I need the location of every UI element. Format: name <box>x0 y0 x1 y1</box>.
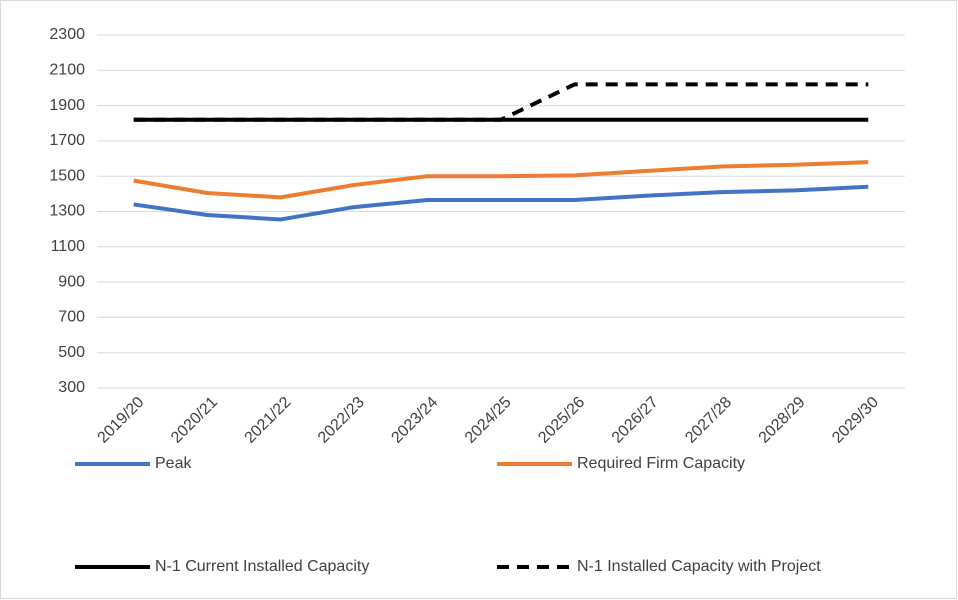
y-tick-label: 300 <box>58 379 85 396</box>
y-tick-label: 1500 <box>49 167 85 184</box>
series-line <box>133 184 869 222</box>
series-line <box>133 82 869 122</box>
y-tick-label: 700 <box>58 309 85 326</box>
y-tick-label: 2100 <box>49 62 85 79</box>
y-tick-label: 1700 <box>49 132 85 149</box>
legend-label: Peak <box>155 455 192 472</box>
y-tick-label: 1900 <box>49 97 85 114</box>
y-tick-label: 1300 <box>49 203 85 220</box>
y-tick-label: 900 <box>58 273 85 290</box>
legend-label: N-1 Installed Capacity with Project <box>577 558 821 575</box>
legend-label: Required Firm Capacity <box>577 455 745 472</box>
y-tick-label: 2300 <box>49 26 85 43</box>
y-tick-label: 1100 <box>51 238 86 255</box>
y-tick-label: 500 <box>58 344 85 361</box>
series-line <box>133 160 869 200</box>
legend-label: N-1 Current Installed Capacity <box>155 558 369 575</box>
